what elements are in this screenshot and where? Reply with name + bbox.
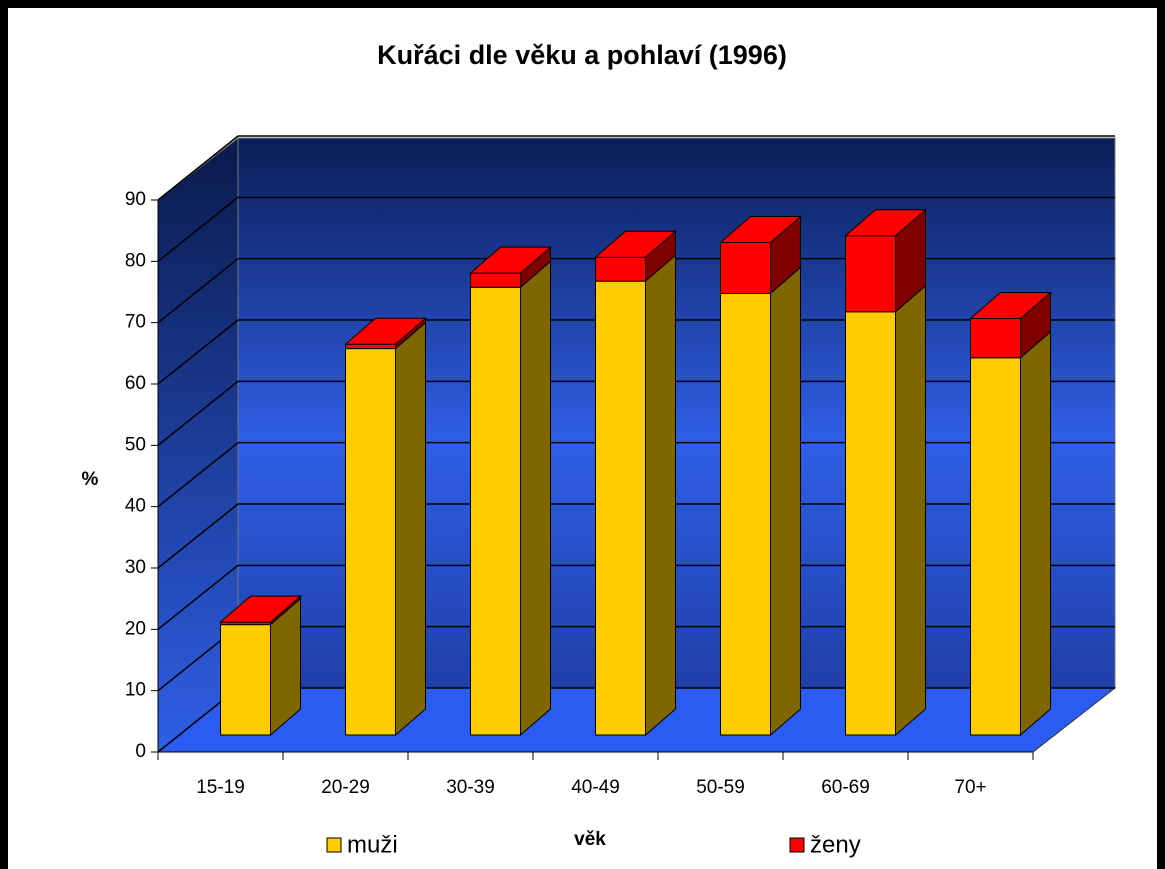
y-tick-label: 40 xyxy=(125,496,146,517)
bar-top xyxy=(594,230,677,258)
y-tick-label: 30 xyxy=(125,557,146,578)
x-tick-label: 40-49 xyxy=(571,777,620,798)
bar-top xyxy=(719,215,802,243)
grid-line xyxy=(157,442,239,508)
x-tick-label: 15-19 xyxy=(196,777,245,798)
y-tick-label: 70 xyxy=(125,312,146,333)
grid-line xyxy=(157,503,239,569)
x-tick-label: 30-39 xyxy=(446,777,495,798)
grid-line xyxy=(157,380,239,446)
y-tick-label: 80 xyxy=(125,250,146,271)
bar xyxy=(345,348,396,736)
bar-side xyxy=(520,260,551,737)
bar xyxy=(595,280,646,736)
legend-label: ženy xyxy=(810,831,861,858)
bar xyxy=(220,624,271,736)
bar-top xyxy=(219,595,302,623)
bar xyxy=(720,241,771,294)
y-axis-label: % xyxy=(82,469,99,490)
grid-line xyxy=(157,319,239,385)
legend-label: muži xyxy=(347,831,398,858)
y-tick-label: 90 xyxy=(125,189,146,210)
bar xyxy=(345,343,396,350)
bar-side xyxy=(395,321,426,737)
x-tick-label: 70+ xyxy=(954,777,986,798)
y-tick-label: 10 xyxy=(125,680,146,701)
bar xyxy=(970,318,1021,359)
bar-side xyxy=(645,254,676,737)
bar xyxy=(720,292,771,736)
x-tick-label: 20-29 xyxy=(321,777,370,798)
y-tick-label: 20 xyxy=(125,618,146,639)
grid-line xyxy=(157,196,239,262)
y-tick-label: 60 xyxy=(125,373,146,394)
legend-swatch xyxy=(789,837,805,853)
y-tick-label: 50 xyxy=(125,434,146,455)
grid-line xyxy=(157,564,239,630)
x-axis-label: věk xyxy=(574,829,606,850)
bar xyxy=(970,357,1021,736)
bar xyxy=(470,272,521,288)
bar xyxy=(845,311,896,736)
bar-side xyxy=(895,284,926,737)
bar-side xyxy=(770,266,801,737)
x-tick-label: 50-59 xyxy=(696,777,745,798)
chart-title: Kuřáci dle věku a pohlaví (1996) xyxy=(377,40,787,70)
bar xyxy=(845,235,896,313)
bar xyxy=(470,286,521,736)
y-tick-label: 0 xyxy=(135,741,146,762)
legend-swatch xyxy=(326,837,342,853)
grid-line xyxy=(157,258,239,324)
bar-top xyxy=(344,317,427,345)
grid-line xyxy=(157,135,239,201)
bar xyxy=(595,256,646,282)
bar-top xyxy=(844,209,927,237)
bar-side xyxy=(1020,330,1051,737)
bar-top xyxy=(969,292,1052,320)
bar-top xyxy=(469,246,552,274)
x-tick-label: 60-69 xyxy=(821,777,870,798)
